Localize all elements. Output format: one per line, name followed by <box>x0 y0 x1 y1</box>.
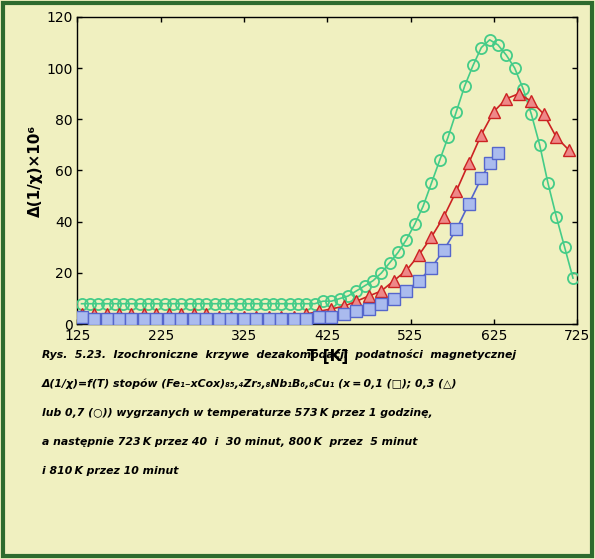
Text: a następnie 723 K przez 40  i  30 minut, 800 K  przez  5 minut: a następnie 723 K przez 40 i 30 minut, 8… <box>42 437 417 447</box>
Y-axis label: Δ(1/χ)×10⁶: Δ(1/χ)×10⁶ <box>29 125 43 216</box>
Text: Rys.  5.23.  Izochroniczne  krzywe  dezakomodacji  podatności  magnetycznej: Rys. 5.23. Izochroniczne krzywe dezakomo… <box>42 349 516 361</box>
Text: i 810 K przez 10 minut: i 810 K przez 10 minut <box>42 466 178 476</box>
X-axis label: T [K]: T [K] <box>306 349 348 364</box>
Text: Δ(1/χ)=f(T) stopów (Fe₁₋xCox)₈₅,₄Zr₅,₈Nb₁B₆,₈Cu₁ (x = 0,1 (□); 0,3 (△): Δ(1/χ)=f(T) stopów (Fe₁₋xCox)₈₅,₄Zr₅,₈Nb… <box>42 378 457 389</box>
Text: lub 0,7 (○)) wygrzanych w temperaturze 573 K przez 1 godzinę,: lub 0,7 (○)) wygrzanych w temperaturze 5… <box>42 408 433 418</box>
